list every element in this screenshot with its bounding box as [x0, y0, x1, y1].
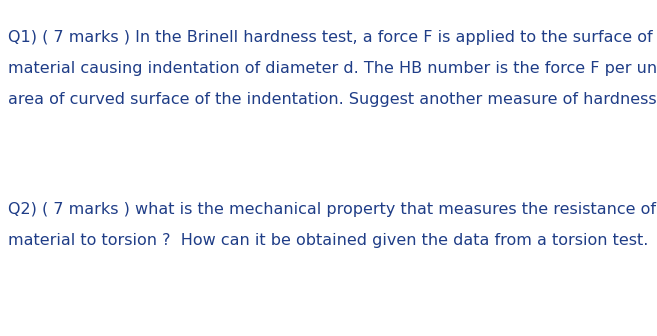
Text: Q2) ( 7 marks ) what is the mechanical property that measures the resistance of : Q2) ( 7 marks ) what is the mechanical p…: [8, 202, 657, 217]
Text: Q1) ( 7 marks ) In the Brinell hardness test, a force F is applied to the surfac: Q1) ( 7 marks ) In the Brinell hardness …: [8, 30, 657, 45]
Text: area of curved surface of the indentation. Suggest another measure of hardness.: area of curved surface of the indentatio…: [8, 92, 657, 107]
Text: material to torsion ?  How can it be obtained given the data from a torsion test: material to torsion ? How can it be obta…: [8, 233, 648, 248]
Text: material causing indentation of diameter d. The HB number is the force F per uni: material causing indentation of diameter…: [8, 61, 657, 76]
